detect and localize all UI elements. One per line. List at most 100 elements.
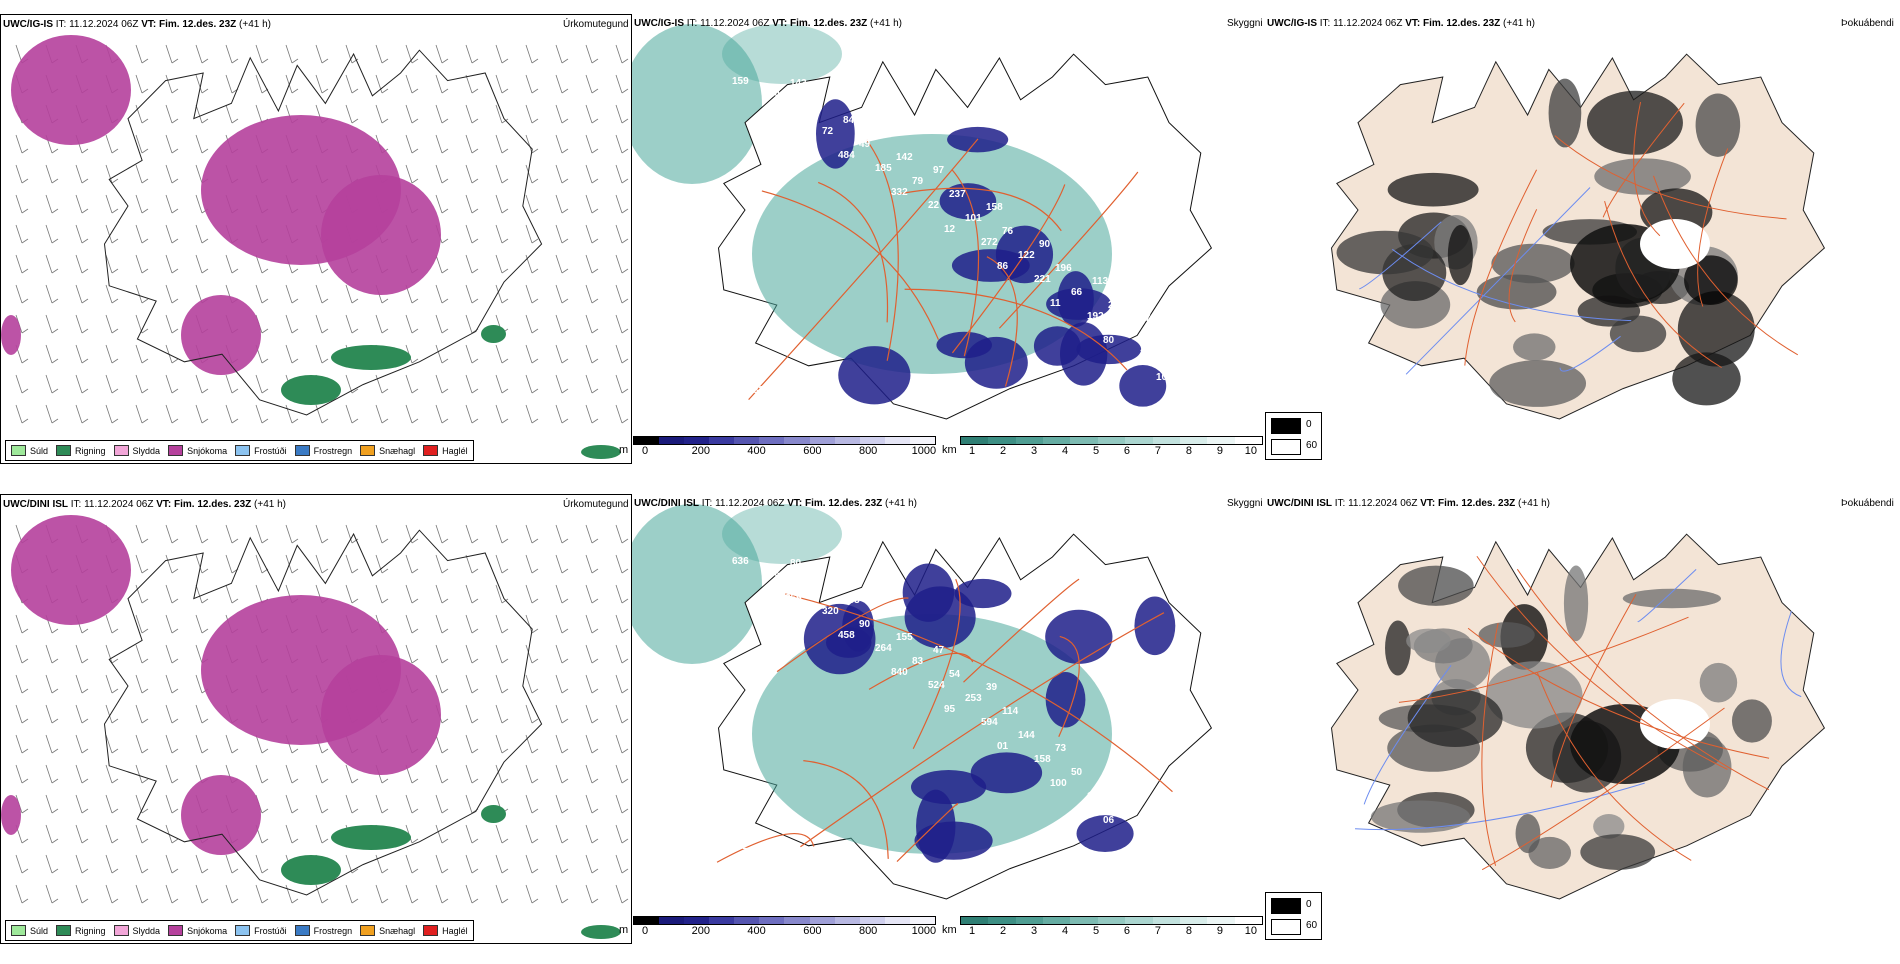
wind-barb — [495, 824, 509, 844]
wind-barb — [375, 794, 389, 814]
cloud-base-label: 54 — [949, 669, 961, 680]
wind-barb — [195, 884, 209, 904]
cloud-base-label: 55 — [1108, 780, 1120, 791]
precip-legend-label: Frostúði — [254, 445, 287, 456]
wind-barb — [45, 194, 59, 214]
wind-barb — [375, 524, 389, 544]
wind-barb — [45, 884, 59, 904]
wind-barb — [75, 314, 89, 334]
coastline — [103, 529, 543, 896]
cloud-base-label: 326 — [753, 385, 770, 396]
wind-barb — [75, 404, 89, 424]
wind-barb — [435, 164, 449, 184]
colorbar-segment — [834, 917, 860, 924]
wind-barb — [465, 404, 479, 424]
wind-barb — [495, 674, 509, 694]
wind-barb — [345, 404, 359, 424]
wind-barb — [375, 554, 389, 574]
colorbar-segment — [1015, 437, 1044, 444]
wind-barb — [195, 614, 209, 634]
wind-barb — [255, 404, 269, 424]
wind-barb — [585, 734, 599, 754]
cloud-base-area — [910, 769, 987, 805]
precip-legend-item: Snæhagl — [360, 925, 415, 936]
road-line — [1653, 175, 1799, 356]
wind-barb — [345, 554, 359, 574]
cloud-base-label: 183 — [737, 361, 754, 372]
wind-barb — [165, 254, 179, 274]
colorbar-tick: 200 — [691, 445, 711, 457]
colorbar-segment — [909, 437, 935, 444]
road-line — [1363, 664, 1452, 805]
fog-area — [1491, 243, 1575, 284]
wind-barb — [255, 74, 269, 94]
wind-barb — [75, 674, 89, 694]
cloud-base-label: 11 — [1050, 298, 1061, 309]
panel-title: Skyggni — [1227, 498, 1263, 509]
wind-barb — [435, 194, 449, 214]
cloud-base-label: 196 — [1055, 263, 1072, 274]
wind-barb — [405, 554, 419, 574]
wind-barb — [315, 554, 329, 574]
wind-barb — [585, 404, 599, 424]
colorbar-tick: 9 — [1216, 925, 1223, 937]
wind-barb — [495, 374, 509, 394]
wind-barb — [375, 374, 389, 394]
road-line — [1536, 672, 1692, 861]
colorbar-tick: 400 — [747, 925, 766, 937]
cloud-base-label: 153 — [843, 595, 860, 606]
snow-area — [321, 175, 441, 295]
fog-area — [1609, 315, 1667, 353]
colorbar-tick: 2 — [1000, 925, 1007, 937]
wind-barb — [315, 314, 329, 334]
wind-barb — [105, 194, 119, 214]
wind-barb — [555, 194, 569, 214]
wind-barb — [525, 254, 539, 274]
wind-barb — [555, 644, 569, 664]
cloud-base-label: 142 — [896, 152, 913, 163]
rain-area — [281, 375, 341, 405]
wind-barb — [375, 314, 389, 334]
cloud-base-label: 851 — [1161, 817, 1178, 828]
cloud-base-label: 143 — [790, 78, 807, 89]
fog-area — [1548, 78, 1582, 148]
wind-barb — [465, 344, 479, 364]
colorbar-segment — [1152, 917, 1180, 924]
cloud-base-label: 01 — [997, 741, 1009, 752]
wind-barb — [615, 824, 629, 844]
cloud-base-label: 524 — [928, 680, 945, 691]
colorbar-tick: 4 — [1061, 925, 1069, 937]
road-line — [1637, 569, 1697, 623]
wind-barb — [105, 824, 119, 844]
wind-barb — [525, 584, 539, 604]
wind-barb — [195, 254, 209, 274]
cloud-base-label: 62 — [737, 841, 749, 852]
wind-barb — [495, 614, 509, 634]
wind-barb — [345, 884, 359, 904]
cloud-base-colorbar: 0 200 400 600 800 1000 m — [619, 436, 936, 457]
colorbar-tick: 5 — [1092, 925, 1100, 937]
panel-title: Úrkomutegund — [563, 499, 629, 510]
wind-barb — [165, 734, 179, 754]
precip-legend-item: Súld — [11, 925, 48, 936]
road-line — [1633, 101, 1661, 237]
wind-barb — [105, 854, 119, 874]
wind-barb — [15, 854, 29, 874]
wind-barb — [315, 74, 329, 94]
precip-legend-item: Slydda — [113, 445, 160, 456]
colorbar-tick: 1000 — [911, 925, 937, 937]
cloud-base-label: 122 — [1018, 250, 1035, 261]
snow-area — [1, 795, 21, 835]
road-line — [1481, 707, 1725, 871]
wind-barb — [225, 524, 239, 544]
fog-legend: 0 60 — [1265, 412, 1322, 460]
cloud-base-label: 83 — [758, 350, 770, 361]
wind-barb — [105, 344, 119, 364]
wind-barb — [375, 584, 389, 604]
wind-barb — [255, 734, 269, 754]
wind-barb — [525, 524, 539, 544]
wind-barb — [135, 884, 149, 904]
wind-barb — [405, 584, 419, 604]
road-line — [1476, 555, 1728, 770]
wind-barb — [555, 164, 569, 184]
